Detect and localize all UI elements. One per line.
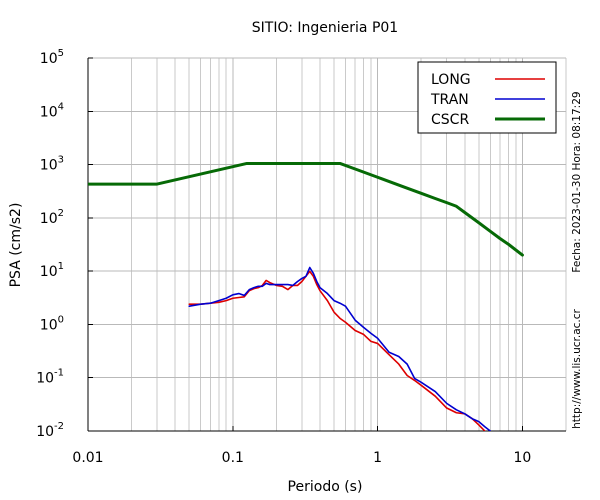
y-tick-label: 105 <box>40 48 64 67</box>
y-tick-label-exponent: 2 <box>58 208 64 219</box>
y-tick-label: 10-1 <box>36 368 64 387</box>
y-tick-label: 10-2 <box>36 421 64 440</box>
series-group <box>88 161 524 431</box>
y-tick-label-base: 10 <box>40 211 58 227</box>
y-tick-label: 100 <box>40 314 64 333</box>
chart-title: SITIO: Ingenieria P01 <box>252 20 398 36</box>
source-url: http://www.lis.ucr.ac.cr <box>571 308 583 428</box>
grid <box>88 57 567 431</box>
legend-box <box>417 61 557 134</box>
legend-label-long: LONG <box>431 72 471 88</box>
series-line-tran <box>188 266 492 431</box>
y-tick-label-base: 10 <box>36 424 54 440</box>
y-tick-label-exponent: 0 <box>58 314 64 325</box>
x-tick-label: 10 <box>513 450 531 466</box>
series-line-long <box>188 270 486 431</box>
y-tick-label-exponent: 1 <box>58 261 64 272</box>
y-axis-title: PSA (cm/s2) <box>8 203 24 288</box>
y-tick-label-exponent: 5 <box>58 48 64 59</box>
y-tick-label: 104 <box>40 101 64 120</box>
y-tick-label-base: 10 <box>40 158 58 174</box>
x-tick-label: 0.1 <box>222 450 244 466</box>
y-tick-label-exponent: -1 <box>54 368 64 379</box>
x-tick-label: 1 <box>373 450 382 466</box>
x-axis-title: Periodo (s) <box>288 479 363 495</box>
y-tick-label-base: 10 <box>40 104 58 120</box>
legend-label-cscr: CSCR <box>431 112 469 128</box>
x-tick-labels: 0.01 0.1 1 10 <box>72 450 531 466</box>
legend: LONG TRAN CSCR <box>417 61 557 134</box>
y-tick-label-exponent: 3 <box>58 155 64 166</box>
y-tick-label: 102 <box>40 208 64 227</box>
legend-label-tran: TRAN <box>430 92 469 108</box>
datetime-stamp: Fecha: 2023-01-30 Hora: 08:17:29 <box>571 91 583 272</box>
y-tick-label-base: 10 <box>40 51 58 67</box>
y-tick-label-exponent: 4 <box>58 101 64 112</box>
series-line-cscr <box>88 161 524 257</box>
y-tick-label-exponent: -2 <box>54 421 64 432</box>
y-tick-label: 103 <box>40 155 64 174</box>
x-tick-label: 0.01 <box>72 450 103 466</box>
y-tick-label-base: 10 <box>36 371 54 387</box>
y-tick-label-base: 10 <box>40 317 58 333</box>
axis-ticks <box>87 57 523 432</box>
y-tick-label-base: 10 <box>40 264 58 280</box>
y-tick-label: 101 <box>40 261 64 280</box>
